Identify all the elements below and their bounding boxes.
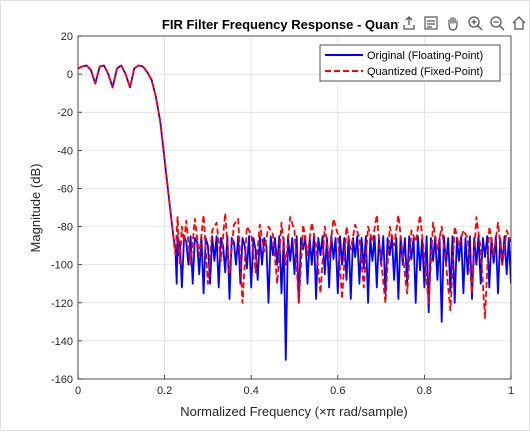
pan-icon[interactable] [443,14,463,32]
legend-box [319,44,501,82]
x-tick-label: 0.6 [330,385,345,397]
x-tick-label: 0.4 [244,385,259,397]
y-tick-label: 0 [67,69,73,81]
series-line-quantized[interactable] [78,64,511,319]
x-tick-label: 1 [508,385,514,397]
x-tick-label: 0 [75,385,81,397]
y-tick-label: -100 [51,260,73,272]
y-tick-label: -160 [51,374,73,386]
y-tick-label: -40 [57,145,73,157]
x-tick-label: 0.8 [417,385,432,397]
legend-label-quantized: Quantized (Fixed-Point) [367,66,483,78]
axes-box [77,35,512,380]
x-axis-label: Normalized Frequency (×π rad/sample) [180,404,408,419]
legend[interactable]: Original (Floating-Point) Quantized (Fix… [319,44,501,82]
y-tick-label: -20 [57,107,73,119]
zoom-out-icon[interactable] [487,14,507,32]
legend-label-original: Original (Floating-Point) [367,50,483,62]
home-icon[interactable] [509,14,529,32]
brush-icon[interactable] [421,14,441,32]
ticks: 0 0.2 0.4 0.6 0.8 1 20 0 -20 -40 -60 -80 -100 -120 -14… [51,31,514,397]
series-layer [78,64,511,361]
y-tick-label: -60 [57,183,73,195]
axes-toolbar [399,14,529,32]
export-icon[interactable] [399,14,419,32]
y-tick-label: -80 [57,222,73,234]
x-tick-label: 0.2 [157,385,172,397]
y-tick-label: 20 [61,31,73,43]
plot-area[interactable] [78,36,511,379]
y-tick-label: -120 [51,298,73,310]
y-axis-label: Magnitude (dB) [28,164,43,253]
zoom-in-icon[interactable] [465,14,485,32]
y-tick-label: -140 [51,336,73,348]
chart-title: FIR Filter Frequency Response - Quanti [162,17,406,32]
